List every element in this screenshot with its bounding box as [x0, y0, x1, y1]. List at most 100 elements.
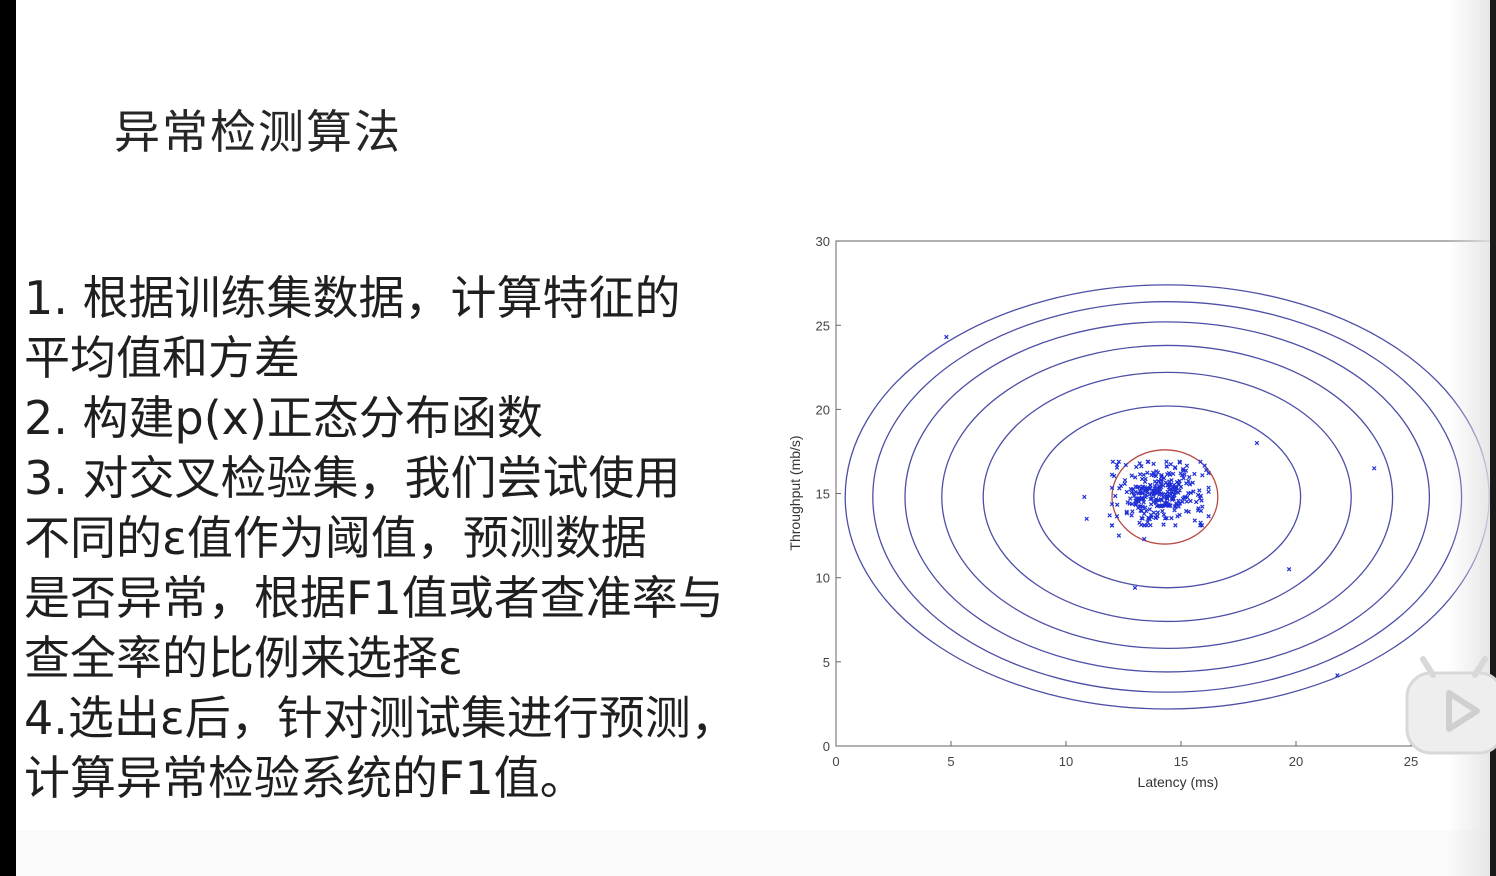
cluster-point: [1183, 494, 1188, 500]
algorithm-steps: 1. 根据训练集数据，计算特征的 平均值和方差 2. 构建p(x)正态分布函数 …: [24, 268, 784, 808]
tick-layer: 0 5 10 15 20 25 0 5 10 15 20 25 30: [816, 234, 1419, 769]
cluster-point: [1153, 473, 1159, 479]
cluster-point: [1184, 499, 1190, 504]
cluster-point: [1206, 470, 1211, 476]
cluster-point: [1165, 483, 1171, 488]
outlier-point: [944, 334, 949, 340]
cluster-point: [1157, 487, 1162, 492]
cluster-point: [1124, 489, 1130, 495]
cluster-point: [1109, 501, 1115, 507]
cluster-point: [1165, 502, 1170, 508]
cluster-point: [1182, 472, 1187, 477]
cluster-point: [1186, 478, 1191, 484]
cluster-point: [1159, 473, 1164, 478]
cluster-point: [1142, 479, 1148, 485]
x-tick-label: 5: [947, 754, 954, 769]
cluster-point: [1157, 503, 1162, 508]
cluster-point: [1158, 477, 1164, 483]
cluster-point: [1143, 492, 1149, 498]
cluster-point: [1147, 482, 1153, 488]
cluster-point: [1181, 476, 1186, 481]
cluster-point: [1197, 488, 1202, 493]
x-tick-label: 0: [832, 754, 839, 769]
step-line: 1. 根据训练集数据，计算特征的: [24, 271, 681, 325]
y-tick-label: 0: [823, 739, 830, 754]
cluster-point: [1147, 492, 1152, 497]
cluster-point: [1133, 475, 1138, 480]
cluster-point: [1161, 522, 1166, 527]
outlier-point: [1123, 462, 1129, 468]
cluster-point: [1139, 495, 1145, 500]
tv-play-icon[interactable]: [1405, 655, 1496, 755]
cluster-point: [1192, 471, 1197, 477]
cluster-point: [1110, 459, 1116, 464]
window-edge: [1490, 0, 1496, 876]
cluster-point: [1176, 490, 1181, 495]
cluster-point: [1133, 501, 1138, 506]
contour-line: [1111, 449, 1219, 545]
cluster-point: [1188, 490, 1193, 496]
cluster-point: [1188, 498, 1193, 504]
cluster-point: [1164, 459, 1169, 464]
step-line: 2. 构建p(x)正态分布函数: [24, 391, 543, 445]
cluster-point: [1129, 513, 1134, 518]
cluster-point: [1155, 510, 1160, 515]
cluster-point: [1152, 486, 1158, 491]
y-tick-label: 30: [816, 234, 830, 249]
cluster-point: [1180, 466, 1186, 472]
step-line: 3. 对交叉检验集，我们尝试使用: [24, 451, 681, 505]
cluster-point: [1130, 487, 1136, 492]
cluster-point: [1184, 463, 1190, 468]
outlier-point: [1141, 536, 1147, 542]
cluster-point: [1167, 472, 1173, 477]
cluster-point: [1140, 486, 1145, 491]
slide: 异常检测算法 1. 根据训练集数据，计算特征的 平均值和方差 2. 构建p(x)…: [16, 0, 1496, 876]
outlier-point: [1286, 567, 1292, 572]
cluster-point: [1172, 508, 1177, 513]
cluster-point: [1171, 496, 1176, 501]
cluster-point: [1162, 516, 1168, 521]
cluster-point: [1113, 493, 1118, 499]
x-tick-label: 10: [1059, 754, 1073, 769]
cluster-point: [1170, 471, 1176, 477]
outlier-point: [1204, 467, 1209, 473]
cluster-point: [1141, 472, 1146, 478]
cluster-point: [1206, 485, 1211, 490]
cluster-point: [1197, 496, 1203, 501]
cluster-point: [1154, 469, 1159, 474]
cluster-point: [1160, 508, 1165, 514]
cluster-point: [1177, 478, 1182, 484]
y-tick-label: 20: [816, 402, 830, 417]
x-tick-label: 25: [1404, 754, 1418, 769]
point-layer: [944, 334, 1377, 678]
cluster-point: [1161, 512, 1167, 517]
cluster-point: [1147, 486, 1152, 491]
cluster-point: [1174, 479, 1180, 485]
cluster-point: [1200, 504, 1205, 509]
cluster-point: [1200, 473, 1205, 478]
cluster-point: [1148, 522, 1153, 528]
cluster-point: [1109, 523, 1115, 528]
y-tick-label: 15: [816, 487, 830, 502]
contour-line: [1033, 405, 1302, 589]
cluster-point: [1137, 461, 1142, 466]
cluster-point: [1141, 511, 1147, 516]
cluster-point: [1155, 513, 1160, 519]
cluster-point: [1167, 487, 1172, 492]
anomaly-scatter-chart: 0 5 10 15 20 25 0 5 10 15 20 25 30 Latency (ms) Thro…: [787, 234, 1496, 790]
cluster-point: [1109, 472, 1115, 477]
contour-line: [904, 321, 1431, 673]
cluster-point: [1164, 464, 1169, 469]
cluster-point: [1134, 464, 1139, 470]
cluster-point: [1183, 508, 1189, 514]
cluster-point: [1143, 505, 1148, 510]
cluster-point: [1199, 523, 1205, 528]
outlier-point: [1132, 585, 1138, 591]
cluster-point: [1198, 520, 1203, 526]
cluster-point: [1172, 486, 1178, 491]
step-line: 4.选出ε后，针对测试集进行预测，: [24, 691, 737, 745]
outlier-point: [1371, 466, 1377, 471]
cluster-point: [1114, 462, 1120, 468]
cluster-point: [1195, 508, 1201, 513]
cluster-point: [1206, 513, 1211, 519]
